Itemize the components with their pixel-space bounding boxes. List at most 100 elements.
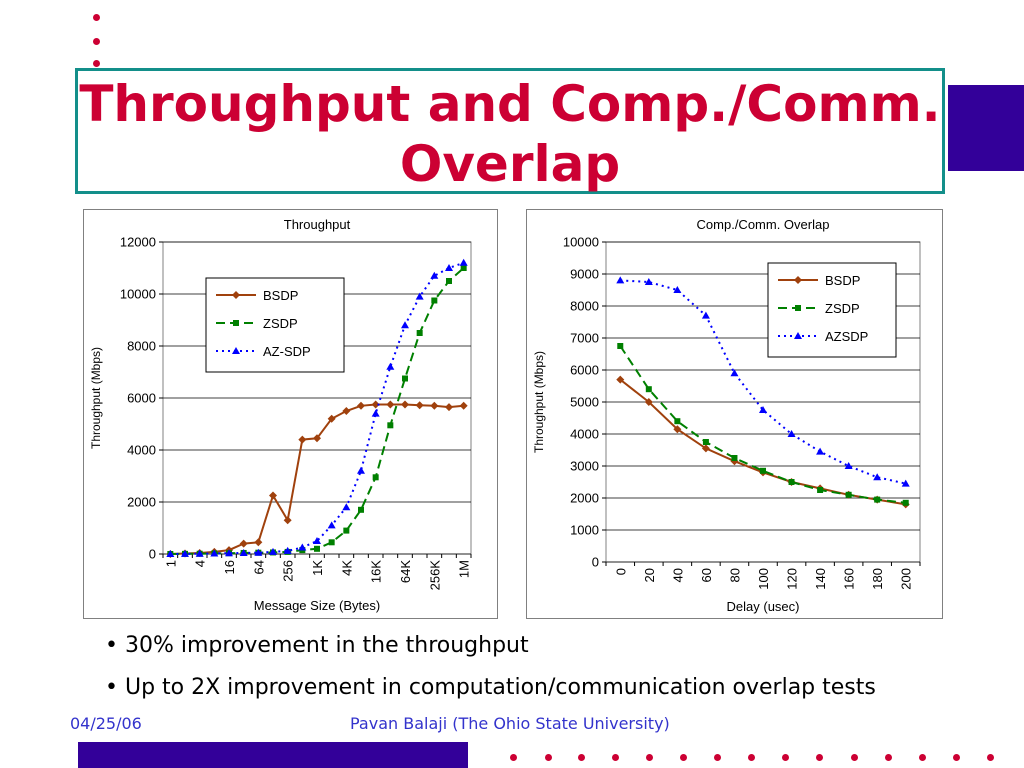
y-tick-label: 12000 xyxy=(120,235,156,250)
x-tick-label: 4K xyxy=(339,560,354,576)
data-point xyxy=(269,491,277,500)
data-point xyxy=(343,527,350,534)
data-point xyxy=(902,499,909,506)
decor-dot xyxy=(851,754,858,761)
decor-dot xyxy=(93,14,100,21)
data-point xyxy=(371,409,380,417)
slide-title: Throughput and Comp./Comm. Overlap xyxy=(75,68,945,194)
data-point xyxy=(788,479,795,485)
decor-dot xyxy=(714,754,721,761)
slide-title-line1: Throughput and Comp./Comm. xyxy=(79,75,941,133)
data-point xyxy=(416,330,423,336)
data-point xyxy=(644,398,653,406)
x-tick-label: 64K xyxy=(398,560,413,583)
y-tick-label: 4000 xyxy=(127,443,156,458)
data-point xyxy=(445,264,453,271)
x-tick-label: 4 xyxy=(193,560,208,567)
y-tick-label: 3000 xyxy=(570,459,599,474)
data-point xyxy=(371,400,380,409)
data-point xyxy=(327,521,336,529)
decor-dot xyxy=(953,754,960,761)
data-point xyxy=(460,265,467,271)
data-point xyxy=(701,444,710,453)
data-point xyxy=(283,516,292,525)
legend-box xyxy=(205,277,345,373)
throughput-chart: Throughput 0 2000 4000 6000 8000 10000 12000 1 4 1… xyxy=(83,209,498,619)
x-tick-label: 64 xyxy=(251,560,266,574)
data-point xyxy=(459,258,468,266)
legend-marker xyxy=(795,305,801,311)
y-tick-label: 0 xyxy=(149,547,156,562)
data-point xyxy=(617,343,624,349)
data-point xyxy=(701,311,710,319)
data-point xyxy=(402,375,408,382)
data-point xyxy=(759,406,767,413)
legend-label: BSDP xyxy=(825,273,860,288)
y-tick-label: 8000 xyxy=(570,299,599,314)
data-point xyxy=(760,467,766,474)
data-point xyxy=(358,506,364,513)
decor-dot xyxy=(782,754,789,761)
data-point xyxy=(298,543,307,551)
data-point xyxy=(401,400,409,409)
x-tick-label: 120 xyxy=(785,568,800,590)
legend: BSDP ZSDP AZSDP xyxy=(767,262,897,358)
data-point xyxy=(702,439,709,445)
data-point xyxy=(674,418,681,425)
data-point xyxy=(225,549,233,557)
data-point xyxy=(616,276,625,284)
data-point xyxy=(195,549,204,557)
bullet-item: • 30% improvement in the throughput xyxy=(105,633,529,658)
data-point xyxy=(239,539,248,548)
x-tick-label: 80 xyxy=(727,568,742,582)
x-tick-label: 16 xyxy=(222,560,237,574)
data-point xyxy=(283,546,292,554)
legend-marker xyxy=(232,347,240,354)
x-tick-label: 60 xyxy=(699,568,714,582)
chart-title: Comp./Comm. Overlap xyxy=(697,217,830,232)
x-axis-label: Message Size (Bytes) xyxy=(254,598,380,613)
data-point xyxy=(873,473,882,481)
chart-title: Throughput xyxy=(284,217,351,232)
legend-label: ZSDP xyxy=(263,316,298,331)
decor-dot xyxy=(919,754,926,761)
footer-date: 04/25/06 xyxy=(70,714,142,733)
series-line xyxy=(620,279,906,485)
y-axis-label: Throughput (Mbps) xyxy=(532,351,546,453)
y-tick-label: 10000 xyxy=(563,235,599,250)
data-point xyxy=(731,455,738,461)
y-tick-label: 6000 xyxy=(127,391,156,406)
decor-dot xyxy=(646,754,653,761)
data-point xyxy=(239,548,248,556)
data-point xyxy=(673,286,682,293)
data-point xyxy=(386,362,395,370)
bullet-item: • Up to 2X improvement in computation/co… xyxy=(105,675,876,700)
data-point xyxy=(817,487,824,493)
data-point xyxy=(181,549,189,557)
data-point xyxy=(401,321,409,329)
data-point xyxy=(874,496,881,503)
x-tick-label: 100 xyxy=(756,568,771,590)
decor-dot xyxy=(578,754,585,761)
x-tick-label: 256 xyxy=(281,560,296,582)
series-bsdp xyxy=(166,400,468,558)
decor-dot xyxy=(93,38,100,45)
legend-marker xyxy=(232,291,240,299)
y-tick-label: 2000 xyxy=(570,491,599,506)
decor-dot xyxy=(93,60,100,67)
data-point xyxy=(313,537,321,544)
legend: BSDP ZSDP AZ-SDP xyxy=(205,277,345,373)
series-line xyxy=(170,261,465,555)
series-zsdp xyxy=(617,343,909,506)
decor-dot xyxy=(612,754,619,761)
data-point xyxy=(844,462,853,469)
data-point xyxy=(459,401,468,410)
decor-dot xyxy=(816,754,823,761)
data-point xyxy=(787,430,796,437)
data-point xyxy=(431,297,438,304)
y-tick-label: 5000 xyxy=(570,395,599,410)
data-point xyxy=(845,491,852,498)
data-point xyxy=(328,539,335,546)
y-tick-label: 10000 xyxy=(120,287,156,302)
decor-blue-block xyxy=(948,85,1024,171)
